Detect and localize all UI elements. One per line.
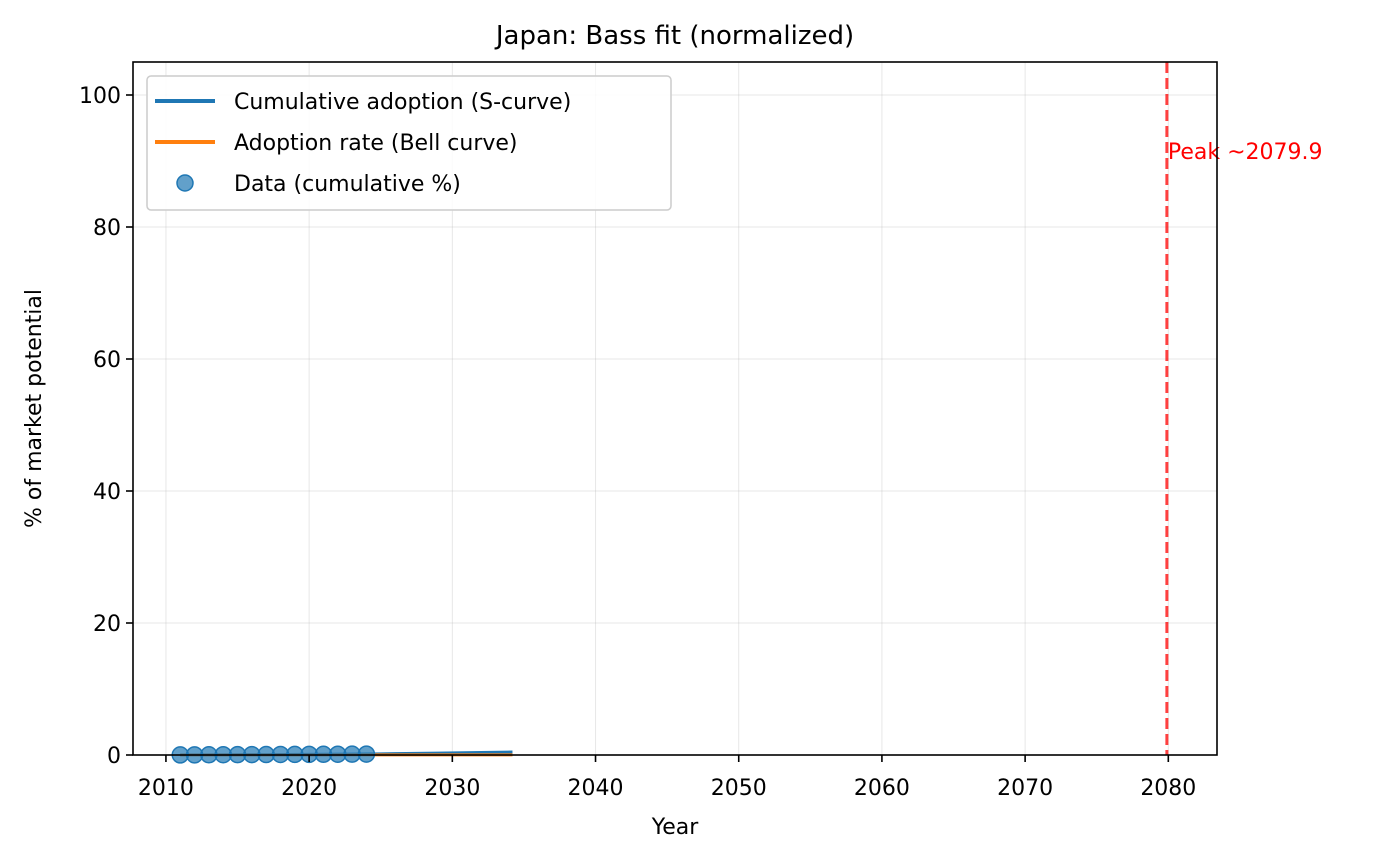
- y-axis-label: % of market potential: [22, 289, 47, 528]
- x-axis-label: Year: [651, 815, 700, 840]
- y-tick-label: 0: [107, 744, 121, 769]
- legend-swatch-2: [176, 174, 194, 192]
- chart-title: Japan: Bass fit (normalized): [494, 21, 854, 51]
- x-tick-label: 2060: [854, 776, 910, 801]
- x-tick-label: 2010: [138, 776, 194, 801]
- legend-label-2: Data (cumulative %): [234, 172, 461, 197]
- y-tick-label: 100: [79, 84, 121, 109]
- x-tick-label: 2030: [424, 776, 480, 801]
- legend-box: [146, 75, 672, 211]
- x-tick-label: 2020: [281, 776, 337, 801]
- y-tick-label: 20: [93, 612, 121, 637]
- y-tick-label: 40: [93, 480, 121, 505]
- annotation-layer: Peak ~2079.9: [1165, 62, 1323, 755]
- peak-annotation: Peak ~2079.9: [1168, 140, 1323, 165]
- y-tick-label: 80: [93, 216, 121, 241]
- x-tick-label: 2080: [1140, 776, 1196, 801]
- plot-frame: [132, 61, 1218, 756]
- grid: [133, 62, 1217, 756]
- x-tick-label: 2070: [997, 776, 1053, 801]
- x-tick-label: 2050: [711, 776, 767, 801]
- legend-label-1: Adoption rate (Bell curve): [234, 131, 518, 156]
- legend-label-0: Cumulative adoption (S-curve): [234, 90, 571, 115]
- x-tick-label: 2040: [568, 776, 624, 801]
- data-point: [357, 745, 376, 763]
- axis-ticks: 2010 2020 2030 2040 2050 2060 2070 208002040608…: [79, 84, 1196, 801]
- y-tick-label: 60: [93, 348, 121, 373]
- legend: Cumulative adoption (S-curve) Adoption ra…: [146, 75, 672, 211]
